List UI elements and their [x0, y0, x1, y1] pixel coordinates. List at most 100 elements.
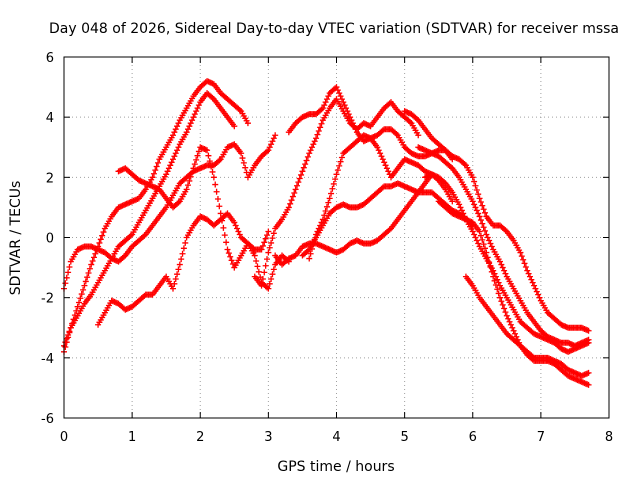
data-point-marker	[306, 255, 313, 262]
data-point-marker	[238, 150, 245, 157]
data-point-marker	[208, 163, 215, 170]
data-point-marker	[75, 299, 82, 306]
data-point-marker	[483, 249, 490, 256]
data-point-marker	[482, 209, 489, 216]
data-point-marker	[476, 195, 483, 202]
data-point-marker	[329, 185, 336, 192]
data-point-marker	[473, 186, 480, 193]
data-point-marker	[488, 243, 495, 250]
data-point-marker	[167, 162, 174, 169]
data-point-marker	[494, 276, 501, 283]
axis-ticks: 0 1 2 3 4 5 6 7 8 -6 -4 -2 0 2 4 6	[41, 51, 613, 445]
data-point-marker	[509, 324, 516, 331]
data-point-marker	[62, 339, 69, 346]
data-point-marker	[471, 231, 478, 238]
data-point-marker	[352, 126, 359, 133]
data-point-marker	[170, 156, 176, 163]
data-point-marker	[513, 333, 520, 340]
data-point-marker	[191, 161, 198, 168]
data-point-marker	[490, 273, 497, 280]
data-point-marker	[220, 224, 227, 231]
data-point-marker	[471, 201, 478, 208]
data-point-marker	[476, 228, 483, 235]
data-point-marker	[304, 153, 311, 160]
data-point-marker	[502, 309, 509, 316]
data-point-marker	[193, 108, 200, 115]
data-point-marker	[187, 120, 194, 127]
data-point-marker	[323, 96, 330, 103]
data-point-marker	[299, 168, 306, 175]
data-point-marker	[480, 206, 487, 213]
data-point-marker	[325, 93, 332, 100]
data-point-marker	[63, 335, 70, 342]
data-point-marker	[170, 285, 176, 292]
data-point-marker	[191, 111, 198, 118]
data-point-marker	[189, 117, 196, 124]
data-point-marker	[213, 188, 220, 195]
data-point-marker	[296, 175, 303, 182]
data-point-marker	[195, 148, 202, 155]
data-point-marker	[378, 153, 385, 160]
data-point-marker	[503, 312, 510, 319]
data-point-marker	[385, 168, 392, 175]
data-point-marker	[505, 315, 512, 322]
data-point-marker	[449, 198, 456, 205]
data-point-marker	[231, 219, 238, 226]
data-point-marker	[334, 87, 341, 94]
data-point-marker	[487, 263, 494, 270]
data-point-marker	[482, 245, 489, 252]
data-point-marker	[216, 203, 223, 210]
data-point-marker	[298, 171, 305, 178]
data-point-marker	[268, 141, 275, 148]
data-point-marker	[531, 282, 538, 289]
data-point-marker	[477, 217, 484, 224]
data-point-marker	[221, 232, 228, 239]
y-axis-label: SDTVAR / TECUs	[8, 181, 24, 296]
data-point-marker	[336, 162, 343, 169]
data-point-marker	[292, 186, 299, 193]
data-point-marker	[333, 84, 340, 91]
data-point-marker	[174, 123, 181, 130]
data-point-marker	[488, 268, 495, 275]
data-point-marker	[347, 114, 354, 121]
data-point-marker	[214, 195, 221, 202]
series-track-5	[95, 210, 272, 328]
data-point-marker	[228, 257, 235, 264]
data-point-marker	[344, 108, 351, 115]
y-tick-label: 4	[46, 111, 54, 126]
data-point-marker	[209, 168, 216, 175]
data-point-marker	[262, 262, 269, 269]
data-point-marker	[295, 179, 302, 186]
data-point-marker	[224, 246, 231, 253]
data-point-marker	[469, 174, 476, 181]
data-point-marker	[322, 99, 329, 106]
data-point-marker	[229, 260, 236, 267]
data-point-marker	[265, 285, 272, 292]
data-point-marker	[524, 267, 531, 274]
data-point-marker	[585, 381, 592, 388]
data-point-marker	[225, 250, 232, 257]
data-point-marker	[266, 144, 273, 151]
data-point-marker	[204, 147, 211, 154]
data-point-marker	[487, 240, 494, 247]
data-point-marker	[187, 173, 194, 180]
data-point-marker	[258, 282, 265, 289]
x-tick-label: 8	[605, 430, 613, 445]
series-track-3	[61, 132, 279, 292]
data-point-marker	[322, 208, 329, 215]
data-point-marker	[170, 132, 176, 139]
data-point-marker	[498, 298, 505, 305]
data-point-marker	[477, 232, 484, 239]
data-point-marker	[536, 294, 543, 301]
data-point-marker	[74, 303, 81, 310]
data-point-marker	[345, 111, 352, 118]
x-axis-label: GPS time / hours	[277, 459, 394, 475]
data-point-marker	[333, 171, 340, 178]
data-point-marker	[182, 239, 189, 246]
data-point-marker	[88, 261, 95, 268]
series-track-12	[415, 144, 592, 349]
data-point-marker	[348, 117, 355, 124]
data-point-marker	[502, 270, 509, 277]
data-point-marker	[382, 162, 389, 169]
data-point-marker	[343, 105, 350, 112]
